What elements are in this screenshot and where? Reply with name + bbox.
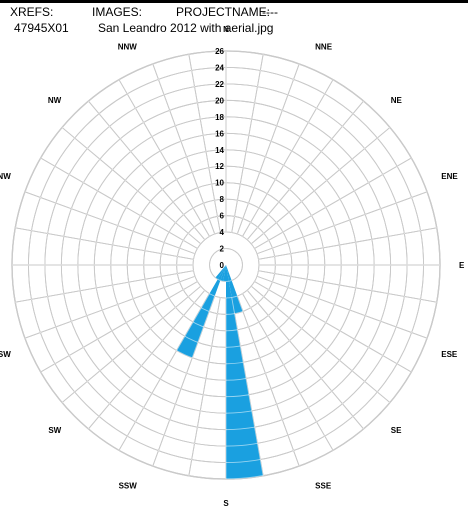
direction-label: ESE [441, 350, 458, 359]
direction-label: WNW [0, 172, 11, 181]
grid-spoke [258, 270, 437, 303]
ring-label: 6 [220, 212, 225, 221]
ring-label: 14 [215, 146, 224, 155]
grid-spoke [250, 127, 391, 245]
grid-spoke [88, 289, 206, 430]
direction-label: S [223, 499, 229, 508]
grid-spoke [258, 227, 437, 260]
rose-bar [226, 265, 243, 314]
direction-label: SSW [119, 481, 138, 490]
grid-spoke [188, 54, 221, 233]
grid-spoke [231, 54, 264, 233]
ring-label: 10 [215, 179, 224, 188]
direction-label: NNW [118, 43, 138, 52]
ring-label: 16 [215, 129, 224, 138]
grid-spoke [15, 227, 194, 260]
grid-spoke [256, 191, 428, 255]
grid-spoke [61, 285, 202, 403]
rose-bar [223, 265, 226, 282]
grid-spoke [118, 293, 210, 451]
ring-label: 22 [215, 80, 224, 89]
ring-label: 26 [215, 47, 224, 56]
grid-spoke [236, 295, 300, 467]
direction-label: SW [48, 426, 61, 435]
ring-label: 18 [215, 113, 224, 122]
projectname-value: ---- [262, 5, 278, 19]
grid-spoke [40, 157, 198, 249]
bar-layer [11, 50, 441, 480]
rose-bar [220, 265, 226, 282]
rose-bar [176, 265, 226, 358]
grid-spoke [24, 191, 196, 255]
grid-spoke [250, 285, 391, 403]
xrefs-value: 47945X01 [14, 21, 69, 35]
grid-spoke [152, 63, 216, 235]
grid-spoke [15, 270, 194, 303]
direction-label: N [223, 25, 229, 34]
ring-label: 0 [220, 261, 225, 270]
ring-label: 20 [215, 96, 224, 105]
direction-label: ENE [441, 172, 458, 181]
images-value: San Leandro 2012 with aerial.jpg [98, 21, 274, 35]
grid-spoke [254, 157, 412, 249]
direction-label: SSE [315, 481, 332, 490]
ring-label: 8 [220, 195, 225, 204]
grid-spoke [40, 281, 198, 373]
rose-bar [215, 265, 226, 280]
direction-label: NE [391, 96, 403, 105]
ring-label: 12 [215, 162, 224, 171]
ring-label: 2 [220, 245, 225, 254]
grid-spoke [256, 275, 428, 339]
grid-spoke [152, 295, 216, 467]
grid-spoke [188, 297, 221, 476]
direction-label: WSW [0, 350, 11, 359]
grid-spoke [242, 293, 334, 451]
direction-label: NW [48, 96, 62, 105]
grid-ring [209, 248, 243, 282]
direction-label: NNE [315, 43, 333, 52]
grid-spoke [236, 63, 300, 235]
projectname-label: PROJECTNAME: [176, 5, 271, 19]
ring-label: 24 [215, 63, 224, 72]
grid-spoke [254, 281, 412, 373]
grid-spoke [242, 79, 334, 237]
images-label: IMAGES: [92, 5, 143, 19]
grid-spoke [61, 127, 202, 245]
direction-label: E [459, 261, 465, 270]
grid-spoke [88, 100, 206, 241]
direction-label: SE [391, 426, 402, 435]
ring-label: 4 [220, 228, 225, 237]
grid-spoke [24, 275, 196, 339]
grid-spoke [246, 289, 364, 430]
top-rule [0, 0, 468, 3]
label-layer: 02468101214161820222426NNNENEENEEESESESS… [0, 25, 465, 508]
grid-spoke [118, 79, 210, 237]
grid-spoke [231, 297, 264, 476]
grid-spoke [246, 100, 364, 241]
grid-overlay [11, 50, 441, 480]
xrefs-label: XREFS: [10, 5, 54, 19]
